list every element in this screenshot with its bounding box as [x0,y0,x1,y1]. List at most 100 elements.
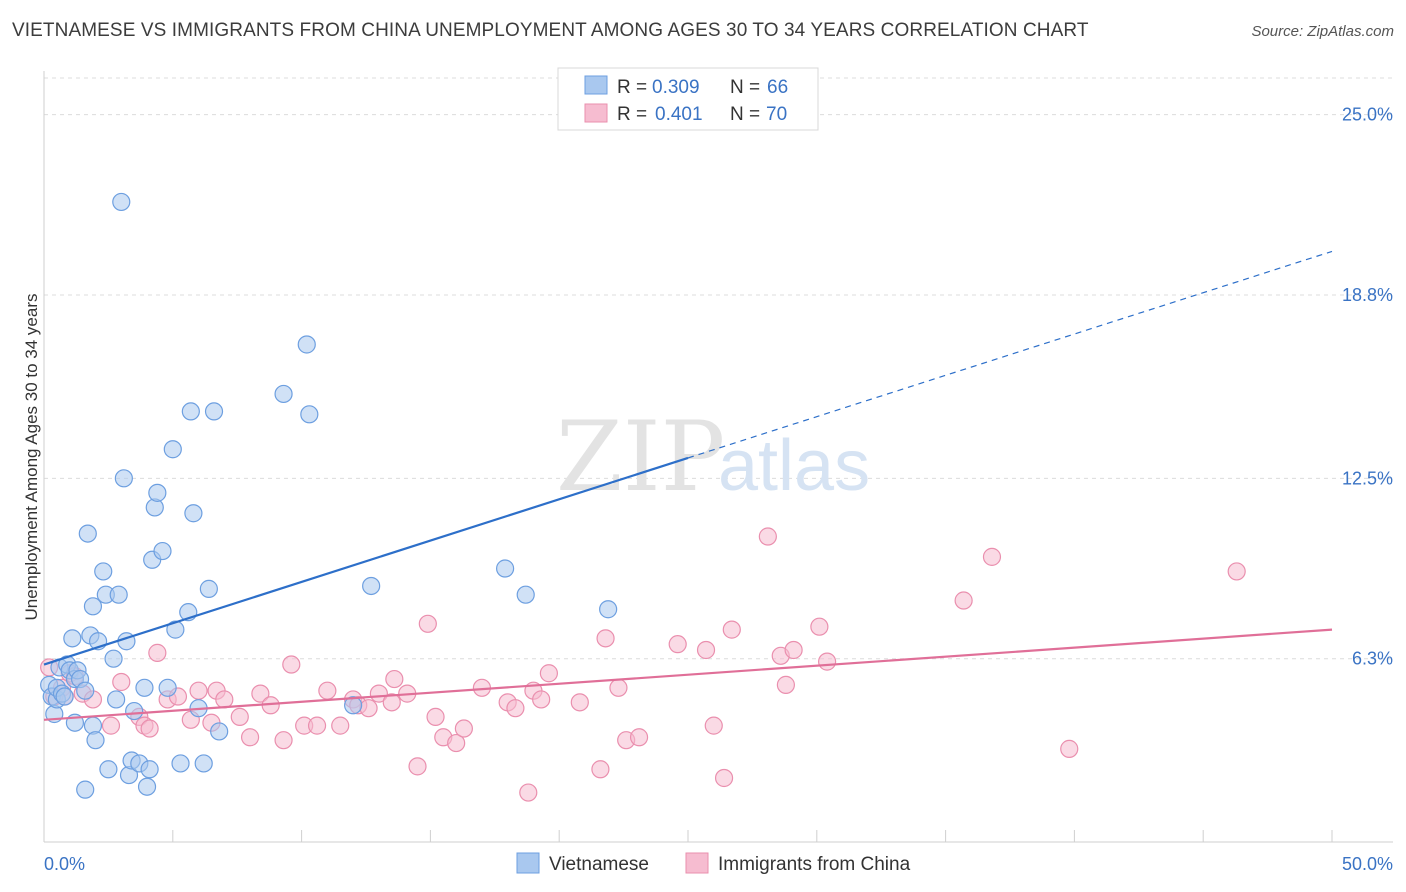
vietnamese-point [78,524,97,543]
vietnamese-point [181,402,200,421]
trend-line-vietnamese [43,456,689,666]
vietnamese-point [112,192,131,212]
y-tick-label: 6.3% [1352,649,1393,669]
gridlines [44,77,1393,660]
china-point [609,678,628,697]
axes [43,71,1393,843]
vietnamese-point [158,678,177,697]
china-point [382,693,401,712]
bottom-legend-label-china: Immigrants from China [718,854,911,875]
china-point [385,669,404,689]
vietnamese-point [137,777,157,796]
china-point [408,757,427,776]
china-point [282,655,301,674]
legend-n-value-2: 70 [766,104,787,125]
x-tick-label-min: 0.0% [44,854,85,874]
legend-n-value-1: 66 [767,77,788,98]
vietnamese-point [76,681,95,700]
trend-line-china [43,628,1333,721]
china-point [359,699,378,718]
china-point [714,768,734,788]
vietnamese-point [55,687,74,706]
china-point [810,617,829,636]
china-point [1060,739,1079,758]
vietnamese-point [496,559,515,578]
china-point [101,716,121,735]
legend-r-label-2: R = [617,104,647,125]
legend-r-label-1: R = [617,77,647,98]
vietnamese-point [194,754,213,773]
china-point [784,640,803,660]
china-point [519,783,538,802]
china-point [1227,562,1246,581]
vietnamese-point [599,600,618,619]
china-point [230,707,249,726]
vietnamese-point [63,629,82,648]
china-point [758,527,777,546]
china-point [506,699,525,718]
source-note: Source: ZipAtlas.com [1251,23,1394,40]
trend-lines [43,250,1333,721]
china-point [331,716,350,735]
china-point [148,643,167,662]
vietnamese-point [297,335,316,354]
legend-r-value-2: 0.401 [655,104,703,125]
vietnamese-point [114,469,133,488]
vietnamese-point [166,620,185,639]
china-point [539,664,558,683]
china-point [982,547,1002,566]
china-point [251,684,270,703]
vietnamese-point [148,483,167,502]
china-point [447,733,466,753]
vietnamese-point [109,585,128,604]
bottom-legend-swatch-vietnamese [516,852,540,874]
vietnamese-point [83,597,103,616]
y-tick-label: 12.5% [1342,468,1393,488]
china-point [532,690,551,709]
vietnamese-point [184,504,203,523]
china-point [369,684,388,703]
vietnamese-point [86,731,105,750]
watermark-zip: ZIP [556,401,725,513]
vietnamese-point [99,760,118,779]
watermark-atlas: atlas [718,426,870,506]
china-point [570,693,589,712]
bottom-legend: Vietnamese Immigrants from China [516,852,911,875]
vietnamese-point [300,405,319,424]
china-point [722,620,741,639]
china-point [454,719,473,738]
vietnamese-point [274,384,293,404]
china-point [189,681,208,700]
china-point [426,707,445,726]
vietnamese-point [104,649,123,668]
china-point [140,719,159,738]
china-point [274,731,293,750]
china-point [696,640,716,660]
x-tick-label-max: 50.0% [1342,854,1393,874]
vietnamese-point [135,678,154,697]
china-point [418,614,437,633]
vietnamese-point [344,696,363,715]
legend-n-label-1: N = [730,77,760,98]
vietnamese-point [153,541,172,561]
china-point [591,760,610,779]
china-point [818,652,837,671]
y-tick-label: 25.0% [1342,105,1393,125]
watermark: ZIP atlas [556,401,870,513]
trend-line-vietnamese-extension [687,250,1333,459]
legend-swatch-vietnamese [584,75,608,95]
china-point [307,716,327,735]
china-point [240,728,260,747]
bottom-legend-swatch-china [685,852,709,874]
china-point [776,675,795,694]
china-point [954,591,973,610]
vietnamese-point [94,562,113,581]
vietnamese-point [140,760,159,779]
vietnamese-point [107,690,126,709]
vietnamese-point [516,585,535,604]
vietnamese-point [171,754,190,773]
series-immigrants-from-china [40,527,1246,802]
series-vietnamese [40,192,618,799]
chart-title: VIETNAMESE VS IMMIGRANTS FROM CHINA UNEM… [12,20,1089,41]
